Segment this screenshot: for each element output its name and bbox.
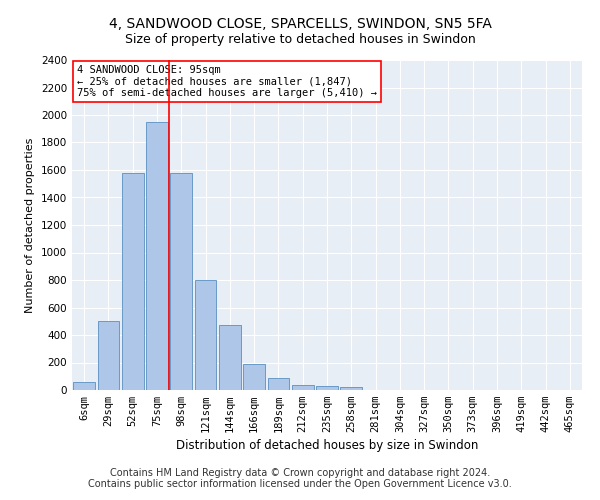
Text: 4, SANDWOOD CLOSE, SPARCELLS, SWINDON, SN5 5FA: 4, SANDWOOD CLOSE, SPARCELLS, SWINDON, S… (109, 18, 491, 32)
Bar (194, 280, 217, 390)
Bar (73, 382, 95, 390)
Text: 4 SANDWOOD CLOSE: 95sqm
← 25% of detached houses are smaller (1,847)
75% of semi: 4 SANDWOOD CLOSE: 95sqm ← 25% of detache… (77, 65, 377, 98)
Bar (219, 326, 241, 390)
Bar (268, 378, 289, 390)
Text: Contains HM Land Registry data © Crown copyright and database right 2024.: Contains HM Land Registry data © Crown c… (110, 468, 490, 477)
Y-axis label: Number of detached properties: Number of detached properties (25, 138, 35, 312)
Bar (316, 386, 338, 390)
Text: Size of property relative to detached houses in Swindon: Size of property relative to detached ho… (125, 32, 475, 46)
Bar (340, 387, 362, 390)
Text: Contains public sector information licensed under the Open Government Licence v3: Contains public sector information licen… (88, 479, 512, 489)
Bar (146, 122, 168, 390)
Bar (292, 384, 314, 390)
Bar (170, 173, 192, 390)
Bar (243, 364, 265, 390)
Bar (97, 322, 119, 390)
Bar (122, 173, 143, 390)
X-axis label: Distribution of detached houses by size in Swindon: Distribution of detached houses by size … (176, 440, 478, 452)
